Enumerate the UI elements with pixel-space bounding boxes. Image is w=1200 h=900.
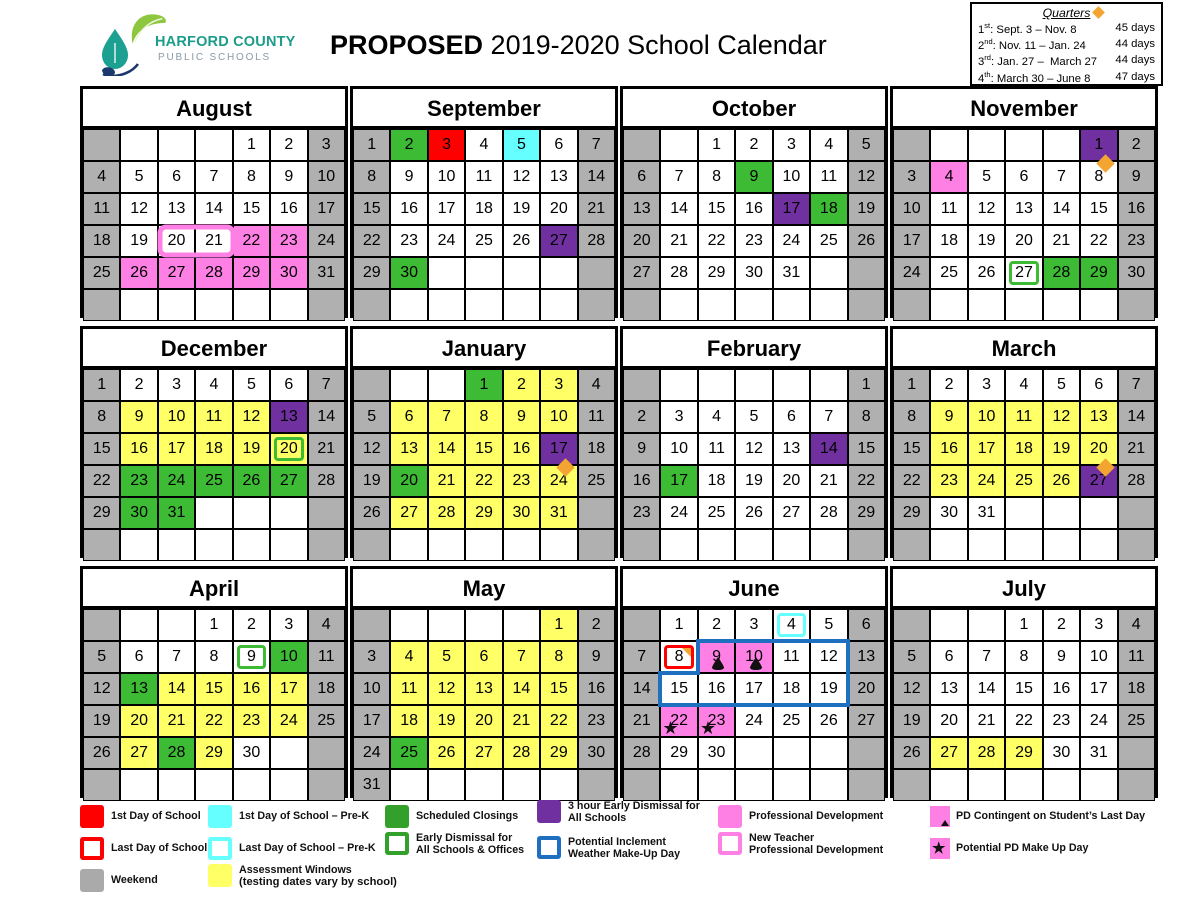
svg-text:PUBLIC SCHOOLS: PUBLIC SCHOOLS (158, 52, 271, 63)
svg-text:HARFORD COUNTY: HARFORD COUNTY (155, 34, 296, 50)
